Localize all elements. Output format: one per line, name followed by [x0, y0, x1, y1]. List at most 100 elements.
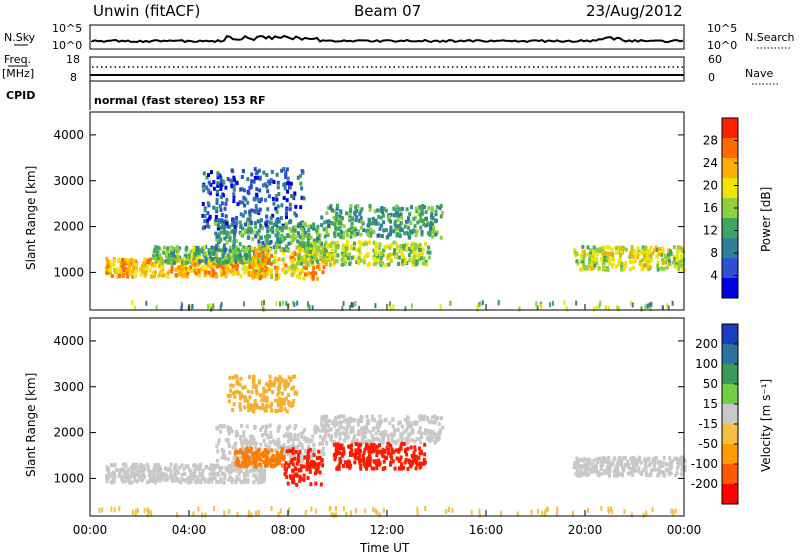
range-gate-cell [374, 218, 378, 223]
range-gate-cell [371, 216, 375, 221]
range-gate-cell [233, 254, 237, 259]
range-gate-cell [359, 463, 363, 468]
range-gate-cell [299, 464, 303, 469]
range-gate-cell [264, 257, 268, 262]
range-gate-cell [581, 249, 585, 254]
range-gate-cell [394, 213, 398, 218]
range-gate-cell [168, 475, 172, 480]
range-gate-cell [611, 264, 615, 269]
range-gate-cell [288, 219, 292, 224]
range-gate-cell [287, 241, 291, 246]
range-gate-cell [186, 267, 190, 272]
range-gate-cell [357, 240, 361, 245]
range-gate-cell [384, 228, 388, 233]
range-gate-cell [447, 506, 450, 512]
range-gate-cell [325, 249, 329, 254]
range-gate-cell [430, 437, 434, 442]
range-gate-cell [419, 451, 423, 456]
range-gate-cell [643, 258, 647, 263]
range-gate-cell [667, 258, 671, 263]
range-gate-cell [248, 448, 252, 453]
range-gate-cell [181, 272, 185, 277]
range-gate-cell [382, 228, 386, 233]
range-gate-cell [216, 449, 220, 454]
range-gate-cell [152, 477, 156, 482]
range-gate-cell [156, 245, 160, 250]
range-gate-cell [212, 269, 216, 274]
range-gate-cell [556, 506, 559, 512]
range-gate-cell [294, 264, 298, 269]
range-gate-cell [307, 232, 311, 237]
range-gate-cell [279, 301, 282, 307]
range-gate-cell [244, 256, 248, 261]
range-gate-cell [232, 199, 236, 204]
range-gate-cell [429, 435, 433, 440]
range-gate-cell [248, 185, 252, 190]
range-gate-cell [293, 228, 297, 233]
range-gate-cell [263, 398, 267, 403]
range-gate-cell [249, 446, 253, 451]
range-gate-cell [598, 456, 602, 461]
range-gate-cell [182, 264, 186, 269]
range-gate-cell [293, 225, 297, 230]
range-gate-cell [212, 180, 216, 185]
range-gate-cell [235, 267, 239, 272]
range-gate-cell [170, 474, 174, 479]
range-gate-cell [439, 214, 443, 219]
range-gate-cell [318, 434, 322, 439]
range-gate-cell [219, 230, 223, 235]
range-gate-cell [437, 435, 441, 440]
range-gate-cell [683, 464, 687, 469]
range-gate-cell [159, 257, 163, 262]
range-gate-cell [384, 429, 388, 434]
range-gate-cell [429, 224, 433, 229]
range-gate-cell [408, 212, 412, 217]
range-gate-cell [335, 506, 338, 512]
range-gate-cell [281, 444, 285, 449]
range-gate-cell [146, 480, 150, 485]
range-gate-cell [612, 457, 616, 462]
range-gate-cell [323, 245, 327, 250]
range-gate-cell [292, 473, 296, 478]
range-gate-cell [372, 240, 376, 245]
range-gate-cell [414, 242, 418, 247]
range-gate-cell [263, 182, 267, 187]
range-gate-cell [309, 482, 313, 487]
range-gate-cell [159, 467, 163, 472]
range-gate-cell [628, 259, 632, 264]
range-gate-cell [128, 264, 132, 269]
range-gate-cell [152, 475, 156, 480]
range-gate-cell [357, 256, 361, 261]
range-gate-cell [242, 257, 246, 262]
range-gate-cell [677, 263, 681, 268]
range-gate-cell [232, 187, 236, 192]
range-gate-cell [255, 391, 259, 396]
range-gate-cell [672, 254, 676, 259]
range-gate-cell [655, 254, 659, 259]
range-gate-cell [174, 273, 178, 278]
range-gate-cell [131, 463, 135, 468]
range-gate-cell [318, 441, 322, 446]
range-gate-cell [370, 433, 374, 438]
range-gate-cell [234, 239, 238, 244]
range-gate-cell [683, 467, 687, 472]
range-gate-cell [203, 219, 207, 224]
range-gate-cell [359, 215, 363, 220]
range-gate-cell [363, 447, 367, 452]
range-gate-cell [637, 251, 641, 256]
range-gate-cell [280, 397, 284, 402]
range-gate-cell [314, 481, 318, 486]
range-gate-cell [287, 464, 291, 469]
range-gate-cell [262, 459, 266, 464]
range-gate-cell [238, 392, 242, 397]
range-gate-cell [349, 246, 353, 251]
range-gate-cell [284, 432, 288, 437]
range-gate-cell [101, 507, 104, 513]
range-gate-cell [325, 219, 329, 224]
range-gate-cell [417, 437, 421, 442]
range-gate-cell [632, 250, 636, 255]
range-gate-cell [409, 421, 413, 426]
range-gate-cell [245, 260, 249, 265]
range-gate-cell [250, 460, 254, 465]
range-gate-cell [203, 252, 207, 257]
